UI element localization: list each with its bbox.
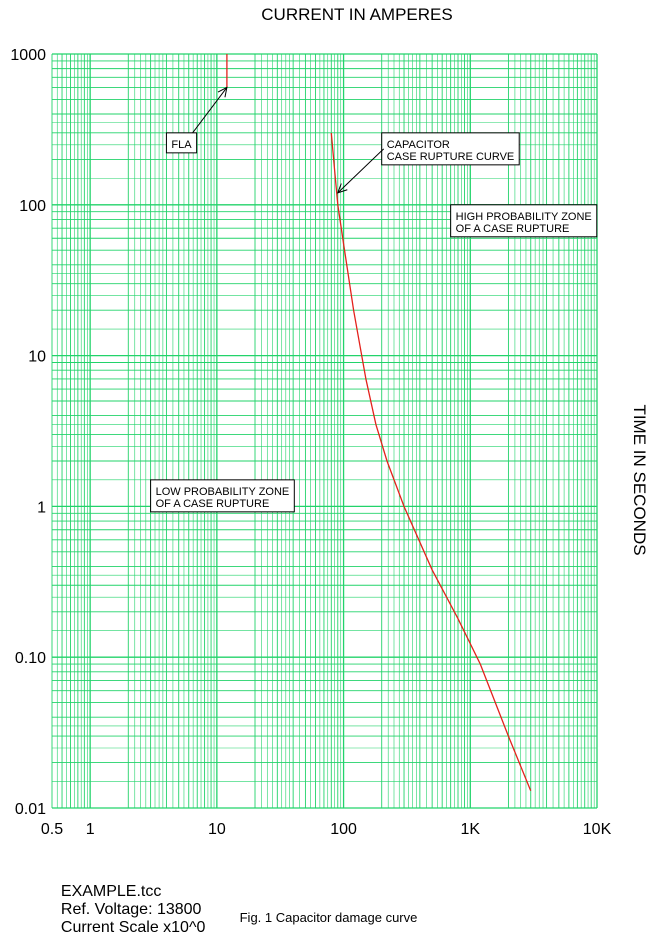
x-tick-label: 10 bbox=[208, 821, 226, 838]
annotation-text: CAPACITOR bbox=[387, 139, 450, 151]
file-name: EXAMPLE.tcc bbox=[60, 883, 162, 900]
annotation-text: LOW PROBABILITY ZONE bbox=[156, 486, 290, 498]
x-tick-label: 100 bbox=[330, 821, 357, 838]
series-line-2 bbox=[330, 132, 532, 792]
x-tick-label: 0.5 bbox=[41, 821, 63, 838]
y-tick-label: 100 bbox=[19, 198, 46, 215]
annotation-text: OF A CASE RUPTURE bbox=[456, 223, 570, 235]
y-tick-label: 1000 bbox=[10, 47, 46, 64]
ref-voltage: Ref. Voltage: 13800 bbox=[60, 901, 202, 918]
annotation-box bbox=[150, 479, 295, 513]
y-tick-label: 0.10 bbox=[15, 650, 46, 667]
y-tick-label: 1 bbox=[37, 499, 46, 516]
annotation-text: CASE RUPTURE CURVE bbox=[387, 151, 515, 163]
y-axis-label: TIME IN SECONDS bbox=[630, 404, 649, 555]
annotation-arrow-head bbox=[336, 183, 348, 194]
y-tick-label: 0.01 bbox=[15, 801, 46, 818]
tcc-footer: EXAMPLE.tcc Ref. Voltage: 13800 Current … bbox=[52, 865, 221, 937]
annotation-arrow-line bbox=[192, 87, 228, 134]
annotation-box bbox=[381, 132, 520, 166]
annotation-fla: FLA bbox=[165, 86, 228, 154]
annotation-text: FLA bbox=[171, 139, 192, 151]
axis-tick-labels: 0.5 1 10 100 1K 10K 1000 100 10 1 0.10 0.01 bbox=[10, 47, 611, 838]
tcc-chart: CURRENT IN AMPERES 0.5 1 10 100 1K 10K1000100… bbox=[10, 5, 649, 838]
x-tick-label: 10K bbox=[583, 821, 612, 838]
x-tick-label: 1K bbox=[460, 821, 480, 838]
annotation-arrow-head bbox=[217, 86, 228, 98]
figure-caption: Fig. 1 Capacitor damage curve bbox=[239, 910, 418, 925]
annotation-box bbox=[450, 204, 598, 238]
x-tick-label: 1 bbox=[86, 821, 95, 838]
annotation-text: HIGH PROBABILITY ZONE bbox=[456, 211, 592, 223]
chart-title: CURRENT IN AMPERES bbox=[261, 5, 452, 24]
annotation-box bbox=[165, 132, 198, 154]
annotation-text: OF A CASE RUPTURE bbox=[156, 498, 270, 510]
annotation-arrow-line bbox=[337, 148, 385, 194]
y-tick-label: 10 bbox=[28, 349, 46, 366]
grid bbox=[51, 53, 598, 809]
series bbox=[226, 54, 532, 792]
